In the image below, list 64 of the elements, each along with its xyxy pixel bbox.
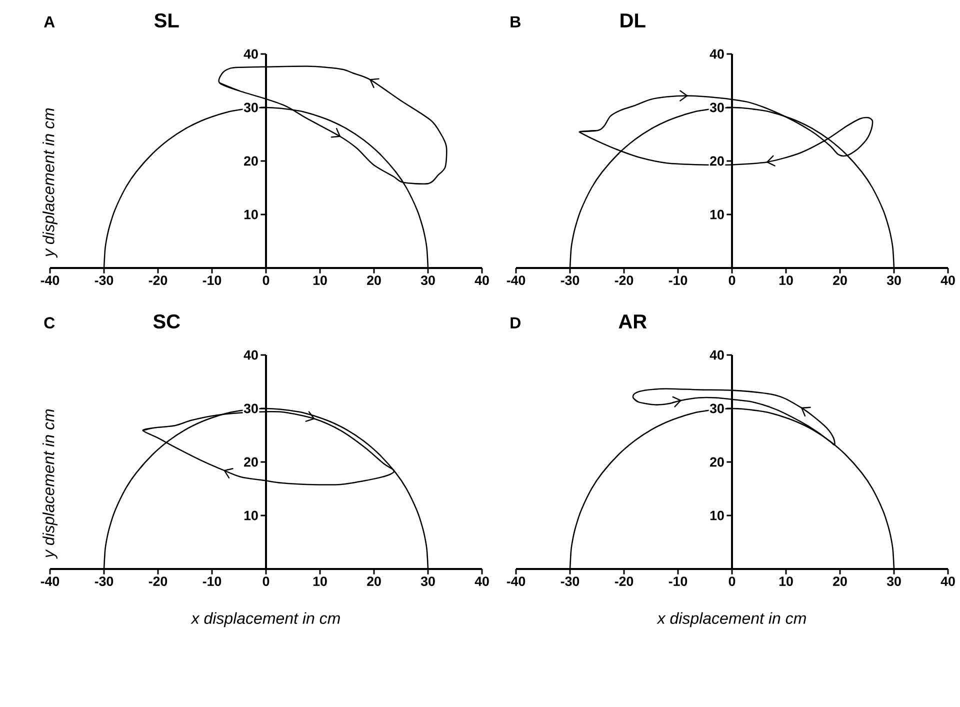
x-tick-label: 0: [262, 276, 270, 286]
y-tick-label: 10: [244, 210, 258, 220]
x-axis-title: x displacement in cm: [656, 612, 806, 628]
y-tick-label: 30: [244, 102, 258, 112]
text: A: [44, 16, 55, 28]
x-tick-label: 0: [262, 576, 270, 586]
x-tick-label: 40: [940, 276, 955, 286]
x-axis-title: x displacement in cm: [190, 612, 340, 628]
text: B: [510, 16, 520, 28]
x-tick-label: -30: [94, 276, 114, 286]
x-tick-label: 10: [779, 576, 793, 586]
x-tick-label: 20: [367, 576, 381, 586]
x-tick-label: 40: [940, 576, 955, 586]
x-tick-label: -20: [614, 276, 634, 286]
y-tick-label: 20: [710, 156, 724, 166]
x-tick-label: -10: [202, 276, 222, 286]
y-tick-label: 10: [710, 510, 724, 520]
x-tick-label: -40: [506, 576, 526, 586]
y-tick-label: 30: [244, 404, 258, 414]
y-tick-label: 20: [244, 457, 258, 467]
x-tick-label: -10: [202, 576, 222, 586]
x-tick-label: 30: [420, 276, 435, 286]
y-tick-label: 40: [710, 49, 724, 59]
x-tick-label: 10: [313, 576, 327, 586]
x-tick-label: -10: [668, 276, 688, 286]
y-tick-label: 40: [244, 49, 258, 59]
y-tick-label: 30: [710, 102, 724, 112]
x-tick-label: 30: [420, 576, 435, 586]
x-tick-label: -40: [40, 576, 60, 586]
y-tick-label: 10: [244, 510, 258, 520]
x-tick-label: 20: [367, 276, 381, 286]
x-tick-label: 20: [833, 576, 847, 586]
text: C: [44, 317, 55, 328]
chart-title: DL: [620, 14, 646, 28]
x-tick-label: -30: [560, 576, 580, 586]
x-tick-label: -40: [506, 276, 526, 286]
x-tick-label: 0: [728, 576, 736, 586]
x-tick-label: -20: [148, 576, 168, 586]
x-tick-label: -40: [40, 276, 60, 286]
x-tick-label: 30: [886, 576, 901, 586]
y-tick-label: 20: [710, 457, 724, 467]
chart-title: SC: [153, 314, 180, 329]
text: D: [510, 317, 520, 328]
y-tick-label: 10: [710, 210, 724, 220]
y-tick-label: 30: [710, 404, 724, 414]
x-tick-label: -30: [560, 276, 580, 286]
x-tick-label: -30: [94, 576, 114, 586]
x-tick-label: 0: [728, 276, 736, 286]
chart-title: SL: [154, 13, 179, 28]
y-axis-title: y displacement in cm: [42, 108, 58, 258]
y-tick-label: 40: [710, 350, 724, 360]
x-tick-label: -20: [148, 276, 168, 286]
x-tick-label: 10: [779, 276, 793, 286]
y-tick-label: 40: [244, 350, 258, 360]
y-tick-label: 20: [244, 156, 258, 166]
x-tick-label: 20: [833, 276, 847, 286]
x-tick-label: -10: [668, 576, 688, 586]
chart-title: AR: [618, 314, 647, 328]
x-tick-label: 40: [474, 276, 489, 286]
x-tick-label: 10: [313, 276, 327, 286]
y-axis-title: y displacement in cm: [42, 409, 58, 559]
x-tick-label: 30: [886, 276, 901, 286]
x-tick-label: 40: [474, 576, 489, 586]
x-tick-label: -20: [614, 576, 634, 586]
